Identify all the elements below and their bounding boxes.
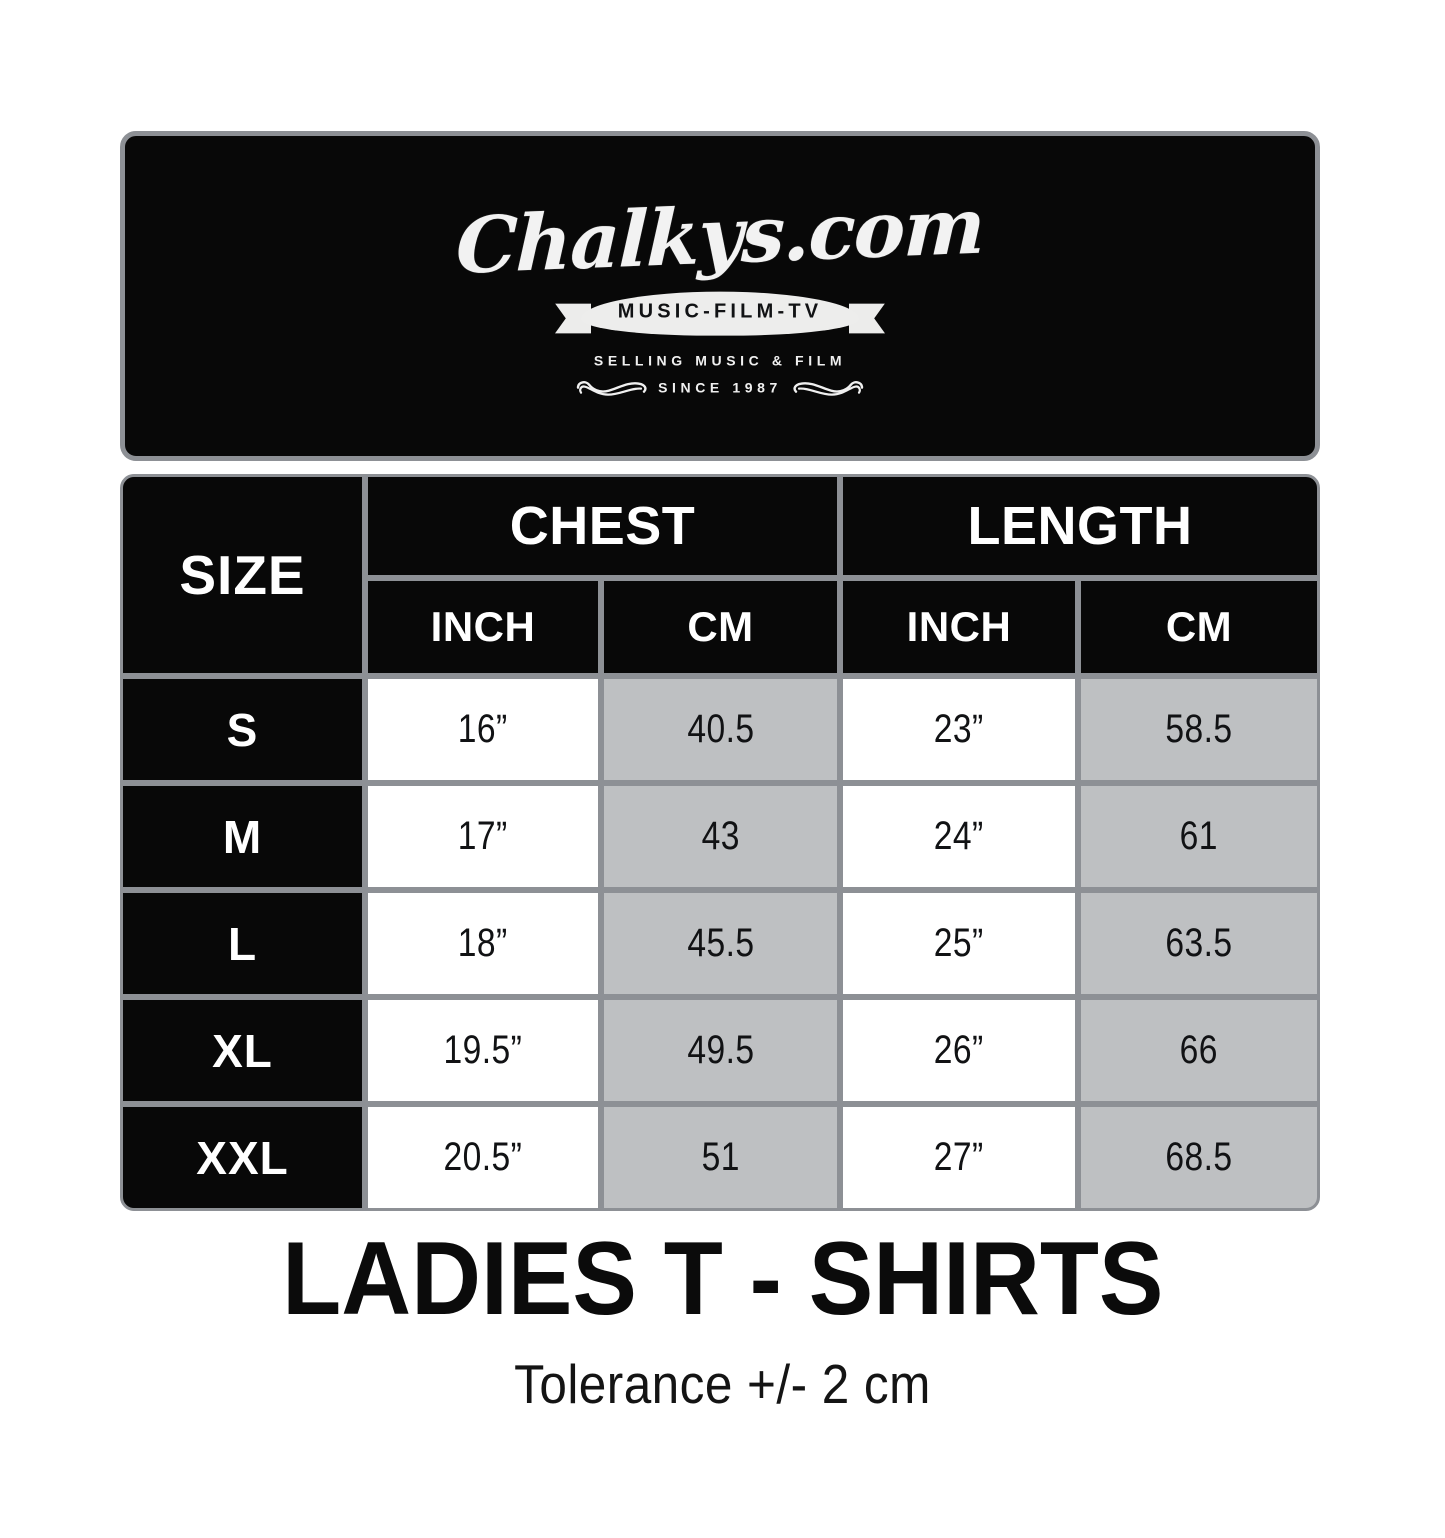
cell-chest-inch: 18” (365, 890, 601, 997)
row-size-label: S (120, 676, 365, 783)
brand-since-label: SINCE 1987 (658, 379, 782, 396)
header-unit-chest-inch: INCH (365, 578, 601, 676)
cell-chest-cm: 40.5 (601, 676, 841, 783)
ribbon-band: MUSIC-FILM-TV (581, 291, 859, 336)
header-size: SIZE (120, 474, 365, 676)
brand-name: Chalkys.com (454, 181, 986, 292)
cell-length-inch: 23” (840, 676, 1079, 783)
cell-chest-cm: 45.5 (601, 890, 841, 997)
cell-length-cm: 66 (1078, 997, 1321, 1104)
footer: LADIES T - SHIRTS Tolerance +/- 2 cm (0, 1221, 1445, 1416)
garment-type-title: LADIES T - SHIRTS (281, 1221, 1164, 1337)
cell-chest-inch: 20.5” (365, 1104, 601, 1211)
cell-length-cm: 58.5 (1078, 676, 1321, 783)
tolerance-note: Tolerance +/- 2 cm (514, 1353, 931, 1416)
swirl-flourish-right-icon (793, 380, 864, 396)
brand-since-row: SINCE 1987 (125, 376, 1315, 398)
table-row: XXL 20.5” 51 27” 68.5 (120, 1104, 1321, 1211)
brand-logo-panel: Chalkys.com MUSIC-FILM-TV SELLING MUSIC … (120, 131, 1320, 461)
cell-chest-cm: 43 (601, 783, 841, 890)
row-size-label: XL (120, 997, 365, 1104)
cell-chest-inch: 16” (365, 676, 601, 783)
table-header-row-units: INCH CM INCH CM (120, 578, 1321, 676)
cell-length-inch: 26” (840, 997, 1079, 1104)
header-unit-chest-cm: CM (601, 578, 841, 676)
table-header-row-groups: SIZE CHEST LENGTH (120, 474, 1321, 676)
cell-length-inch: 24” (840, 783, 1079, 890)
table-row: S 16” 40.5 23” 58.5 (120, 676, 1321, 783)
cell-length-cm: 61 (1078, 783, 1321, 890)
header-unit-length-cm: CM (1078, 578, 1321, 676)
cell-chest-cm: 51 (601, 1104, 841, 1211)
header-group-length: LENGTH (840, 474, 1321, 578)
swirl-flourish-left-icon (576, 380, 647, 396)
ribbon-label: MUSIC-FILM-TV (617, 300, 823, 323)
row-size-label: L (120, 890, 365, 997)
brand-logo-inner: Chalkys.com MUSIC-FILM-TV SELLING MUSIC … (125, 181, 1315, 399)
cell-length-inch: 25” (840, 890, 1079, 997)
table-row: XL 19.5” 49.5 26” 66 (120, 997, 1321, 1104)
header-group-chest: CHEST (365, 474, 841, 578)
header-unit-length-inch: INCH (840, 578, 1079, 676)
size-chart-table: SIZE CHEST LENGTH INCH CM INCH CM S 16” … (120, 474, 1321, 1211)
row-size-label: M (120, 783, 365, 890)
brand-tagline: SELLING MUSIC & FILM (593, 352, 847, 369)
row-size-label: XXL (120, 1104, 365, 1211)
cell-chest-inch: 19.5” (365, 997, 601, 1104)
cell-length-cm: 68.5 (1078, 1104, 1321, 1211)
table-row: M 17” 43 24” 61 (120, 783, 1321, 890)
cell-chest-cm: 49.5 (601, 997, 841, 1104)
table-row: L 18” 45.5 25” 63.5 (120, 890, 1321, 997)
cell-length-inch: 27” (840, 1104, 1079, 1211)
cell-chest-inch: 17” (365, 783, 601, 890)
cell-length-cm: 63.5 (1078, 890, 1321, 997)
brand-ribbon: MUSIC-FILM-TV (555, 291, 885, 343)
